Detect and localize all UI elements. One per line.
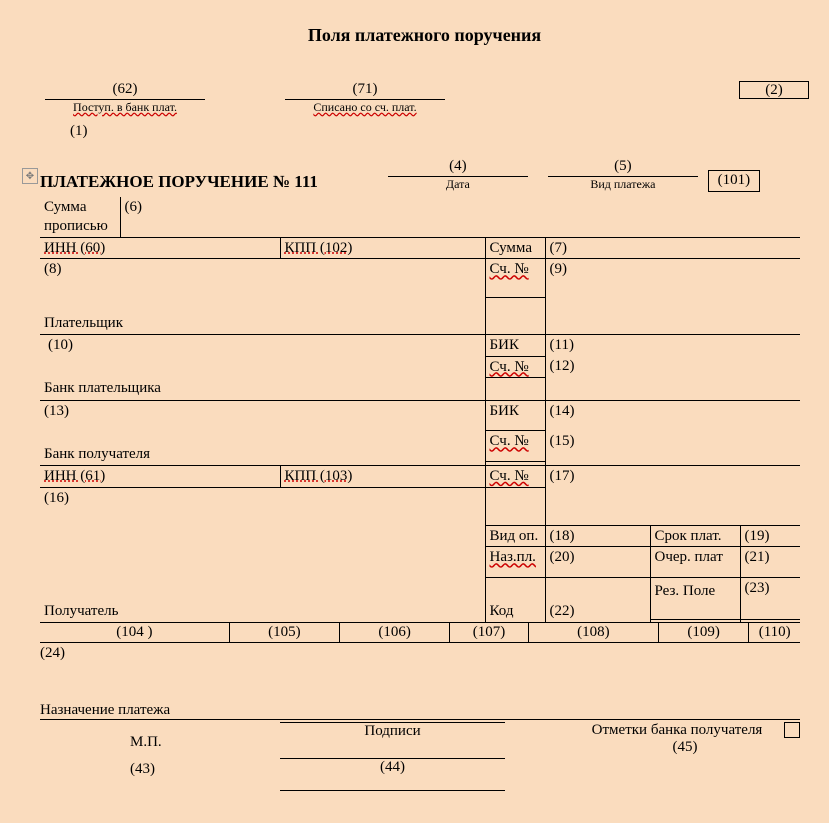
signature-line-1: [280, 740, 505, 759]
field-8: (8): [44, 260, 481, 279]
field-23: (23): [740, 578, 800, 620]
code-108: (108): [529, 623, 659, 642]
bank-marks-label: Отметки банка получателя: [570, 722, 784, 739]
field-71-label: Списано со сч. плат.: [285, 100, 445, 115]
payee-bank-label: Банк получателя: [44, 445, 481, 464]
sum-label: Сумма: [485, 237, 545, 259]
field-62-label: Поступ. в банк плат.: [45, 100, 205, 115]
field-71-value: (71): [285, 81, 445, 100]
field-13: (13): [44, 402, 481, 421]
code-106: (106): [340, 623, 450, 642]
vid-op-label: Вид оп.: [485, 525, 545, 547]
purpose-label: Назначение платежа: [40, 702, 800, 720]
payer-label: Плательщик: [44, 314, 481, 333]
doc-title-row: ПЛАТЕЖНОЕ ПОРУЧЕНИЕ № 111 (4) Дата (5) В…: [40, 158, 809, 192]
code-107: (107): [450, 623, 528, 642]
field-24: (24): [40, 645, 809, 662]
field-20: (20): [545, 547, 650, 578]
rez-pole-label: Рез. Поле: [650, 578, 740, 620]
field-21: (21): [740, 547, 800, 578]
page-title: Поля платежного поручения: [40, 25, 809, 46]
page: Поля платежного поручения (62) Поступ. в…: [0, 0, 829, 823]
signature-area: Назначение платежа Подписи (44) Отметки …: [40, 702, 800, 791]
field-12: (12): [545, 356, 800, 378]
inn-61: ИНН (61): [40, 465, 280, 487]
code-110: (110): [749, 623, 800, 642]
payee-label: Получатель: [44, 602, 481, 621]
field-18: (18): [545, 525, 650, 547]
srok-plat-label: Срок плат.: [650, 525, 740, 547]
field-22: (22): [545, 578, 650, 623]
sum-words-label: Сумма прописью: [40, 197, 120, 237]
field-62-value: (62): [45, 81, 205, 100]
bik-label-1: БИК: [485, 334, 545, 356]
paytype-value: (5): [548, 158, 698, 177]
bik-label-2: БИК: [485, 401, 545, 431]
naz-pl-label: Наз.пл.: [485, 547, 545, 578]
field-44: (44): [280, 759, 505, 776]
anchor-icon: ✥: [22, 168, 38, 184]
code-row: (104 ) (105) (106) (107) (108) (109) (11…: [40, 623, 800, 643]
field-43: (43): [130, 761, 162, 778]
top-row: (62) Поступ. в банк плат. (71) Списано с…: [40, 81, 809, 115]
document-title: ПЛАТЕЖНОЕ ПОРУЧЕНИЕ № 111: [40, 172, 318, 192]
kod-label: Код: [485, 578, 545, 623]
payment-form-table: Сумма прописью (6) ИНН (60) КПП (102) Су…: [40, 197, 800, 623]
date-value: (4): [388, 158, 528, 177]
sch-no-1: Сч. №: [485, 259, 545, 298]
payer-block: (8) Плательщик: [40, 259, 485, 335]
kpp-103: КПП (103): [280, 465, 485, 487]
field-1: (1): [70, 123, 809, 140]
signature-line-2: [280, 776, 505, 791]
payee-bank-block: (13) Банк получателя: [40, 401, 485, 466]
kpp-102: КПП (102): [280, 237, 485, 259]
field-101-box: (101): [708, 170, 760, 192]
field-14: (14): [545, 401, 800, 431]
field-9: (9): [545, 259, 800, 298]
sch-no-4: Сч. №: [485, 465, 545, 487]
code-104: (104 ): [40, 623, 230, 642]
field-2-box: (2): [739, 81, 809, 99]
field-45: (45): [570, 739, 800, 756]
field-11: (11): [545, 334, 800, 356]
payer-bank-block: (10) Банк плательщика: [40, 334, 485, 401]
sch-no-3: Сч. №: [485, 431, 545, 461]
code-109: (109): [659, 623, 749, 642]
paytype-label: Вид платежа: [548, 177, 698, 192]
payee-block: (16) Получатель: [40, 487, 485, 623]
bank-marks-box: [784, 722, 800, 738]
date-label: Дата: [388, 177, 528, 192]
signatures-label: Подписи: [280, 723, 505, 740]
code-105: (105): [230, 623, 340, 642]
field-7: (7): [545, 237, 800, 259]
payer-bank-label: Банк плательщика: [44, 379, 481, 398]
sch-no-2: Сч. №: [485, 356, 545, 378]
field-16: (16): [44, 489, 481, 508]
field-6: (6): [120, 197, 800, 237]
field-19: (19): [740, 525, 800, 547]
inn-60: ИНН (60): [40, 237, 280, 259]
field-10: (10): [44, 336, 481, 355]
ocher-plat-label: Очер. плат: [650, 547, 740, 578]
field-17: (17): [545, 465, 800, 487]
field-15: (15): [545, 431, 800, 461]
mp-label: М.П.: [130, 734, 162, 751]
